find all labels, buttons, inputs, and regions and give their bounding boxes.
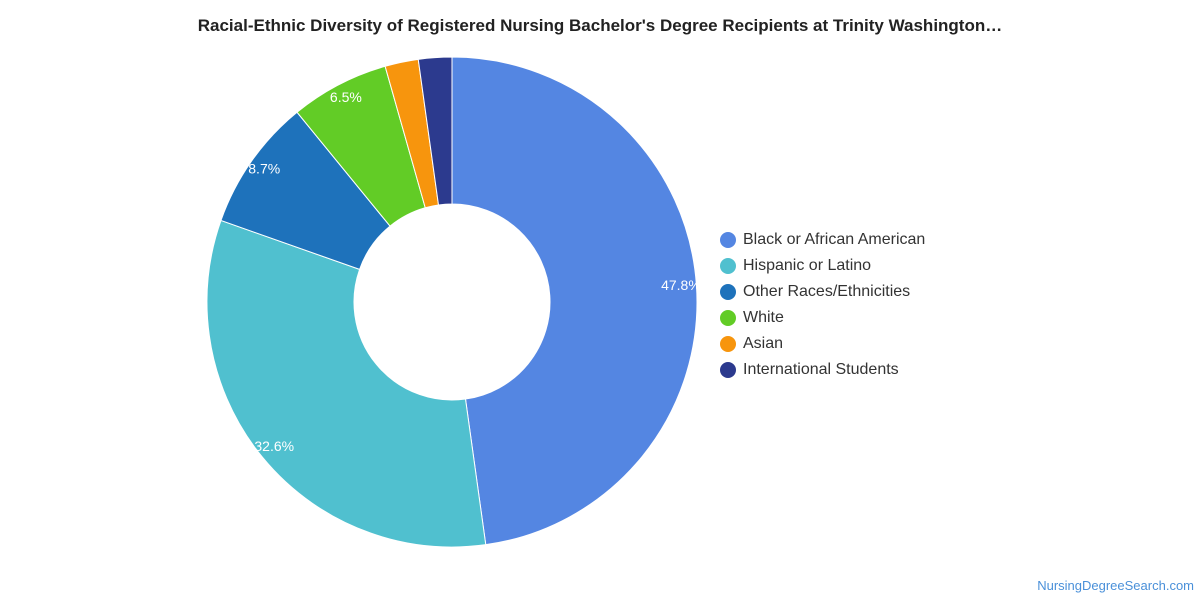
legend-item[interactable]: Black or African American <box>720 227 925 253</box>
legend-swatch <box>720 284 736 300</box>
legend-label: Hispanic or Latino <box>743 257 872 274</box>
legend-item[interactable]: White <box>720 305 925 331</box>
chart-legend: Black or African American Hispanic or Lat… <box>720 227 925 383</box>
legend-swatch <box>720 336 736 352</box>
legend-label: International Students <box>743 361 899 378</box>
legend-item[interactable]: Other Races/Ethnicities <box>720 279 925 305</box>
donut-slice-international-students[interactable] <box>417 56 453 206</box>
legend-label: White <box>743 309 784 326</box>
slice-value-label: 8.7% <box>248 161 280 177</box>
legend-swatch <box>720 232 736 248</box>
legend-swatch <box>720 258 736 274</box>
legend-item[interactable]: International Students <box>720 357 925 383</box>
slice-value-label: 32.6% <box>254 438 294 454</box>
slice-value-label: 47.8% <box>661 277 701 293</box>
donut-slice-black-or-african-american[interactable] <box>451 56 698 546</box>
donut-slice-hispanic-or-latino[interactable] <box>206 219 487 548</box>
legend-label: Other Races/Ethnicities <box>743 283 911 300</box>
watermark[interactable]: NursingDegreeSearch.com <box>1037 578 1194 593</box>
legend-swatch <box>720 310 736 326</box>
slice-value-label: 6.5% <box>330 89 362 105</box>
legend-item[interactable]: Asian <box>720 331 925 357</box>
legend-label: Black or African American <box>743 231 926 248</box>
legend-swatch <box>720 362 736 378</box>
legend-label: Asian <box>743 335 784 352</box>
legend-item[interactable]: Hispanic or Latino <box>720 253 925 279</box>
chart-title: Racial-Ethnic Diversity of Registered Nu… <box>197 16 1003 35</box>
